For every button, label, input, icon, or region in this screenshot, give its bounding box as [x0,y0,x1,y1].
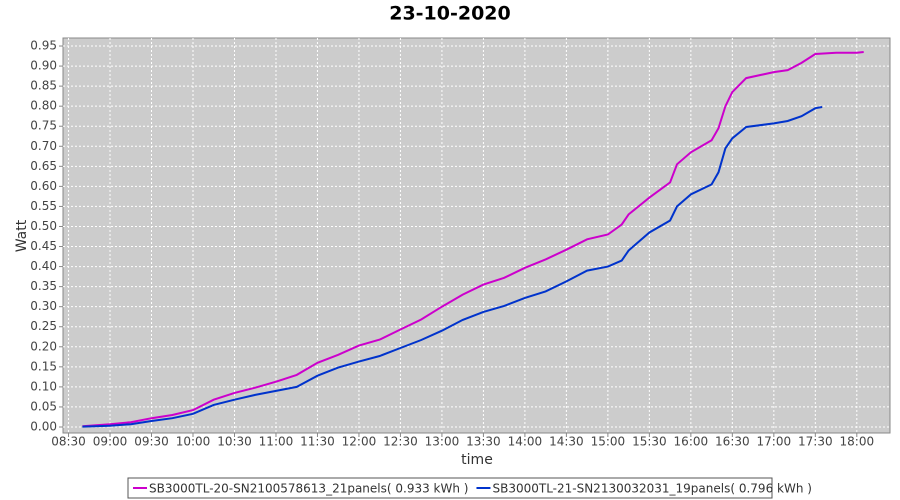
x-tick-label: 11:00 [259,435,294,449]
y-tick-label: 0.25 [30,319,57,333]
x-tick-label: 10:00 [176,435,211,449]
x-tick-label: 12:30 [383,435,418,449]
x-tick-label: 17:00 [757,435,792,449]
y-tick-label: 0.30 [30,299,57,313]
legend-label: SB3000TL-20-SN2100578613_21panels( 0.933… [149,482,468,496]
x-tick-label: 16:30 [715,435,750,449]
y-tick-label: 0.45 [30,239,57,253]
plot-area [62,37,891,434]
legend [127,477,773,499]
y-tick-label: 0.60 [30,179,57,193]
y-tick-label: 0.10 [30,379,57,393]
x-tick-label: 09:30 [134,435,169,449]
x-tick-label: 09:00 [93,435,128,449]
y-tick-label: 0.80 [30,99,57,113]
y-tick-label: 0.35 [30,279,57,293]
y-tick-label: 0.00 [30,419,57,433]
y-tick-label: 0.90 [30,59,57,73]
chart-title: 23-10-2020 [389,3,511,25]
y-tick-label: 0.75 [30,119,57,133]
x-tick-label: 15:30 [632,435,667,449]
y-tick-label: 0.50 [30,219,57,233]
y-tick-label: 0.95 [30,39,57,53]
x-tick-label: 18:00 [840,435,875,449]
y-tick-label: 0.70 [30,139,57,153]
x-tick-label: 14:30 [549,435,584,449]
y-tick-label: 0.85 [30,79,57,93]
x-tick-label: 12:00 [342,435,377,449]
y-tick-label: 0.40 [30,259,57,273]
x-axis-label: time [461,452,493,468]
x-tick-label: 13:30 [466,435,501,449]
y-tick-label: 0.55 [30,199,57,213]
x-tick-label: 11:30 [300,435,335,449]
x-tick-label: 17:30 [798,435,833,449]
y-tick-label: 0.05 [30,399,57,413]
x-tick-label: 15:00 [591,435,626,449]
x-tick-label: 16:00 [674,435,709,449]
y-tick-label: 0.20 [30,339,57,353]
x-tick-label: 08:30 [51,435,86,449]
series-line [82,106,823,428]
legend-label: SB3000TL-21-SN2130032031_19panels( 0.796… [492,482,811,496]
x-tick-label: 13:00 [425,435,460,449]
x-tick-label: 10:30 [217,435,252,449]
y-tick-label: 0.15 [30,359,57,373]
y-axis-label: Watt [14,219,30,252]
series-line [82,51,864,428]
y-tick-label: 0.65 [30,159,57,173]
x-tick-label: 14:00 [508,435,543,449]
